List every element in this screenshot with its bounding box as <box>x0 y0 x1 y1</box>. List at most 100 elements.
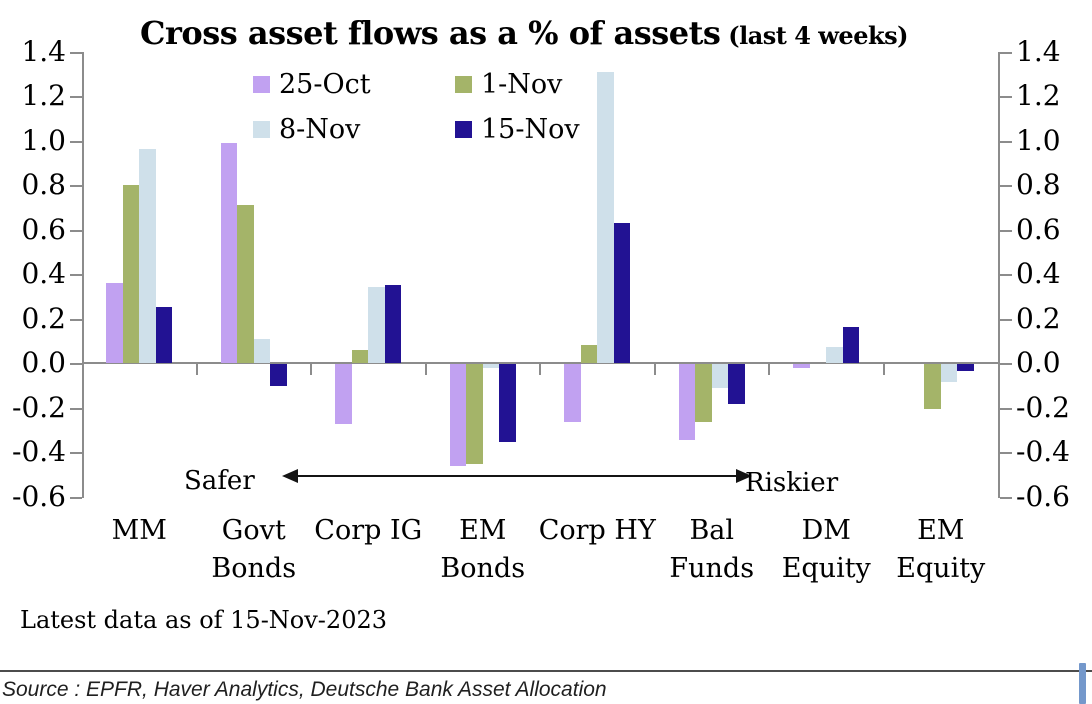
riskier-label: Riskier <box>745 468 839 498</box>
bar-15-Nov-govt-bonds <box>270 364 287 386</box>
bar-15-Nov-mm <box>155 307 173 363</box>
bar-15-Nov-dm-equity <box>842 327 860 363</box>
y-tick-label-left: -0.4 <box>12 435 66 468</box>
category-label-corp-ig: Corp IG <box>314 515 423 546</box>
y-tick-label-left: -0.2 <box>12 390 66 424</box>
legend-swatch-1-nov <box>455 76 472 93</box>
bar-15-Nov-corp-hy <box>613 223 631 363</box>
legend-swatch-25-oct <box>253 76 270 93</box>
legend-item-15-nov: 15-Nov <box>455 116 580 143</box>
bar-8-Nov-corp-hy <box>597 72 614 363</box>
y-tick-right <box>1000 140 1012 143</box>
y-tick-label-right: 0.0 <box>1016 346 1061 379</box>
x-axis-tick <box>539 363 541 375</box>
y-tick-label-left: 0.4 <box>21 257 66 290</box>
y-tick-label-right: -0.6 <box>1016 479 1070 513</box>
category-label-mm: MM <box>111 515 167 546</box>
bar-8-Nov-corp-ig <box>368 287 385 363</box>
category-label-dm-equity: DM Equity <box>781 515 871 584</box>
y-tick-label-right: 0.2 <box>1016 301 1061 335</box>
y-tick-left <box>70 185 82 187</box>
y-tick-label-left: -0.6 <box>12 479 66 513</box>
y-tick-right <box>1000 407 1012 410</box>
bar-1-Nov-govt-bonds <box>237 205 254 363</box>
legend-label-25-oct: 25-Oct <box>279 69 371 100</box>
bar-1-Nov-corp-ig <box>351 350 369 363</box>
y-tick-left <box>70 452 82 454</box>
x-axis-tick <box>653 363 656 375</box>
legend-label-8-nov: 8-Nov <box>279 114 361 145</box>
category-label-em-bonds: EM Bonds <box>440 515 526 584</box>
y-tick-label-right: 0.8 <box>1016 168 1061 201</box>
bar-8-Nov-bal-funds <box>711 364 729 388</box>
y-tick-label-right: 1.4 <box>1016 34 1061 68</box>
chart-title-suffix: (last 4 weeks) <box>720 21 908 50</box>
y-tick-left <box>70 318 82 321</box>
bar-1-Nov-em-equity <box>924 364 941 409</box>
legend-item-1-nov: 1-Nov <box>455 71 562 98</box>
y-tick-left <box>70 407 82 410</box>
bar-1-Nov-bal-funds <box>695 364 712 422</box>
y-tick-right <box>1000 496 1012 499</box>
y-tick-right <box>1000 51 1012 54</box>
latest-data-note: Latest data as of 15-Nov-2023 <box>20 606 387 634</box>
y-axis-right <box>998 51 1000 498</box>
source-note: Source : EPFR, Haver Analytics, Deutsche… <box>2 678 607 701</box>
y-tick-label-left: 0.2 <box>21 301 66 335</box>
y-tick-right <box>1000 318 1012 321</box>
x-axis-tick <box>768 363 770 375</box>
bar-8-Nov-dm-equity <box>826 347 843 363</box>
bar-15-Nov-corp-ig <box>384 285 402 363</box>
y-tick-label-right: 1.0 <box>1016 123 1061 157</box>
y-tick-left <box>70 274 82 276</box>
y-tick-label-left: 1.0 <box>21 123 66 157</box>
legend-swatch-8-nov <box>253 121 270 138</box>
chart-title: Cross asset flows as a % of assets (last… <box>0 14 1048 52</box>
y-tick-label-left: 0.0 <box>21 346 66 379</box>
y-tick-label-right: 0.4 <box>1016 257 1061 290</box>
x-axis-tick <box>882 363 885 375</box>
y-tick-left <box>70 229 82 232</box>
bar-25-Oct-govt-bonds <box>220 143 238 363</box>
bar-15-Nov-em-bonds <box>499 364 516 442</box>
bar-25-Oct-dm-equity <box>793 364 810 368</box>
y-tick-left <box>70 51 82 54</box>
legend-label-1-nov: 1-Nov <box>481 69 563 100</box>
x-axis-tick <box>195 363 198 375</box>
bar-25-Oct-mm <box>106 283 123 363</box>
y-tick-right <box>1000 452 1012 454</box>
bar-25-Oct-em-bonds <box>449 364 467 466</box>
arrow-right-head-icon <box>736 469 752 483</box>
scrollbar-thumb[interactable] <box>1079 663 1086 704</box>
y-tick-label-left: 0.8 <box>21 168 66 201</box>
y-tick-label-right: 1.2 <box>1016 79 1061 112</box>
x-axis-tick <box>424 363 427 375</box>
y-tick-right <box>1000 229 1012 232</box>
x-axis-tick <box>310 363 312 375</box>
y-tick-right <box>1000 185 1012 187</box>
y-tick-right <box>1000 96 1012 98</box>
legend-item-25-oct: 25-Oct <box>253 71 371 98</box>
y-tick-left <box>70 496 82 499</box>
bar-8-Nov-em-bonds <box>482 364 500 368</box>
bar-1-Nov-em-bonds <box>466 364 483 464</box>
legend-label-15-nov: 15-Nov <box>481 114 580 145</box>
y-tick-label-right: -0.2 <box>1016 390 1070 424</box>
bar-25-Oct-corp-hy <box>564 364 581 422</box>
category-label-bal-funds: Bal Funds <box>669 515 755 584</box>
category-label-corp-hy: Corp HY <box>538 515 656 546</box>
category-label-em-equity: EM Equity <box>896 515 986 584</box>
footer-separator <box>0 670 1092 672</box>
legend-swatch-15-nov <box>455 121 472 138</box>
y-tick-label-left: 1.2 <box>21 79 66 112</box>
y-tick-left <box>70 363 82 365</box>
bar-8-Nov-govt-bonds <box>253 339 271 363</box>
y-axis-left <box>82 51 84 498</box>
y-tick-right <box>1000 363 1012 365</box>
category-label-govt-bonds: Govt Bonds <box>211 515 297 584</box>
bar-1-Nov-corp-hy <box>580 345 598 363</box>
y-tick-left <box>70 140 82 143</box>
chart-title-main: Cross asset flows as a % of assets <box>140 14 721 52</box>
